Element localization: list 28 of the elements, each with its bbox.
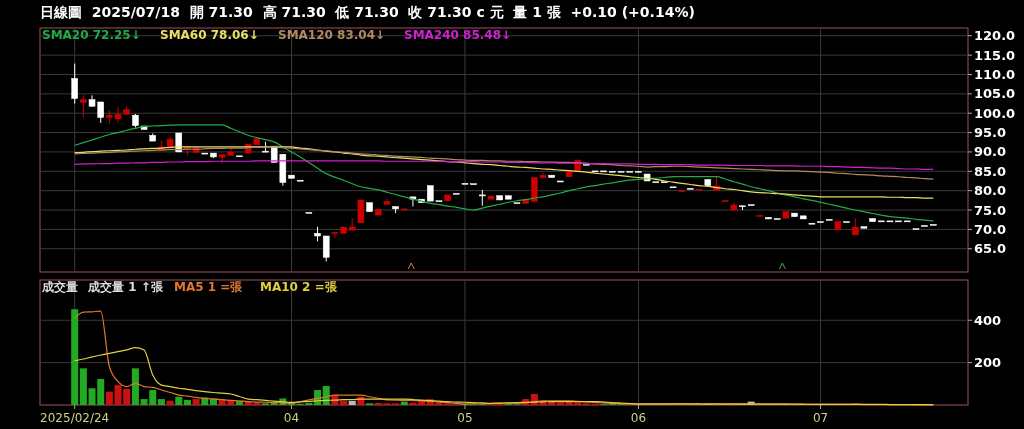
text: SMA60 78.06↓ (160, 28, 259, 42)
x-tick-label: 05 (457, 411, 473, 425)
series-label: 成交量 1 ↑張 (87, 280, 164, 294)
text: MA5 1 =張 (174, 280, 244, 294)
y-tick-label: 100.0 (974, 105, 1016, 121)
text: MA10 2 =張 (260, 280, 338, 294)
y-tick-label: 80.0 (974, 183, 1007, 199)
y-tick-label: 115.0 (974, 47, 1016, 63)
y-tick-label: 95.0 (974, 125, 1007, 141)
text: SMA120 83.04↓ (278, 28, 386, 42)
y-tick-label: 75.0 (974, 202, 1007, 218)
x-tick-label: 04 (283, 411, 300, 425)
y-tick-label: 200 (974, 355, 1002, 371)
x-tick-label: 2025/02/24 (40, 411, 110, 425)
text: SMA240 85.48↓ (404, 28, 512, 42)
y-tick-label: 70.0 (974, 221, 1007, 237)
y-tick-label: 120.0 (974, 28, 1016, 44)
y-tick-label: 65.0 (974, 241, 1007, 257)
x-tick-label: 07 (812, 411, 829, 425)
y-tick-label: 400 (974, 312, 1002, 328)
y-tick-label: 90.0 (974, 144, 1007, 160)
y-tick-label: 105.0 (974, 86, 1016, 102)
y-tick-label: 85.0 (974, 163, 1007, 179)
y-axis-title: 成交量 (41, 280, 78, 294)
y-tick-label: 110.0 (974, 67, 1016, 83)
x-tick-label: 06 (630, 411, 647, 425)
text: SMA20 72.25↓ (42, 28, 141, 42)
chart-title: 日線圖 2025/07/18 開 71.30 高 71.30 低 71.30 收 71.30 c 元 量 1 張 +0.10 (+0.14%) (40, 4, 695, 20)
